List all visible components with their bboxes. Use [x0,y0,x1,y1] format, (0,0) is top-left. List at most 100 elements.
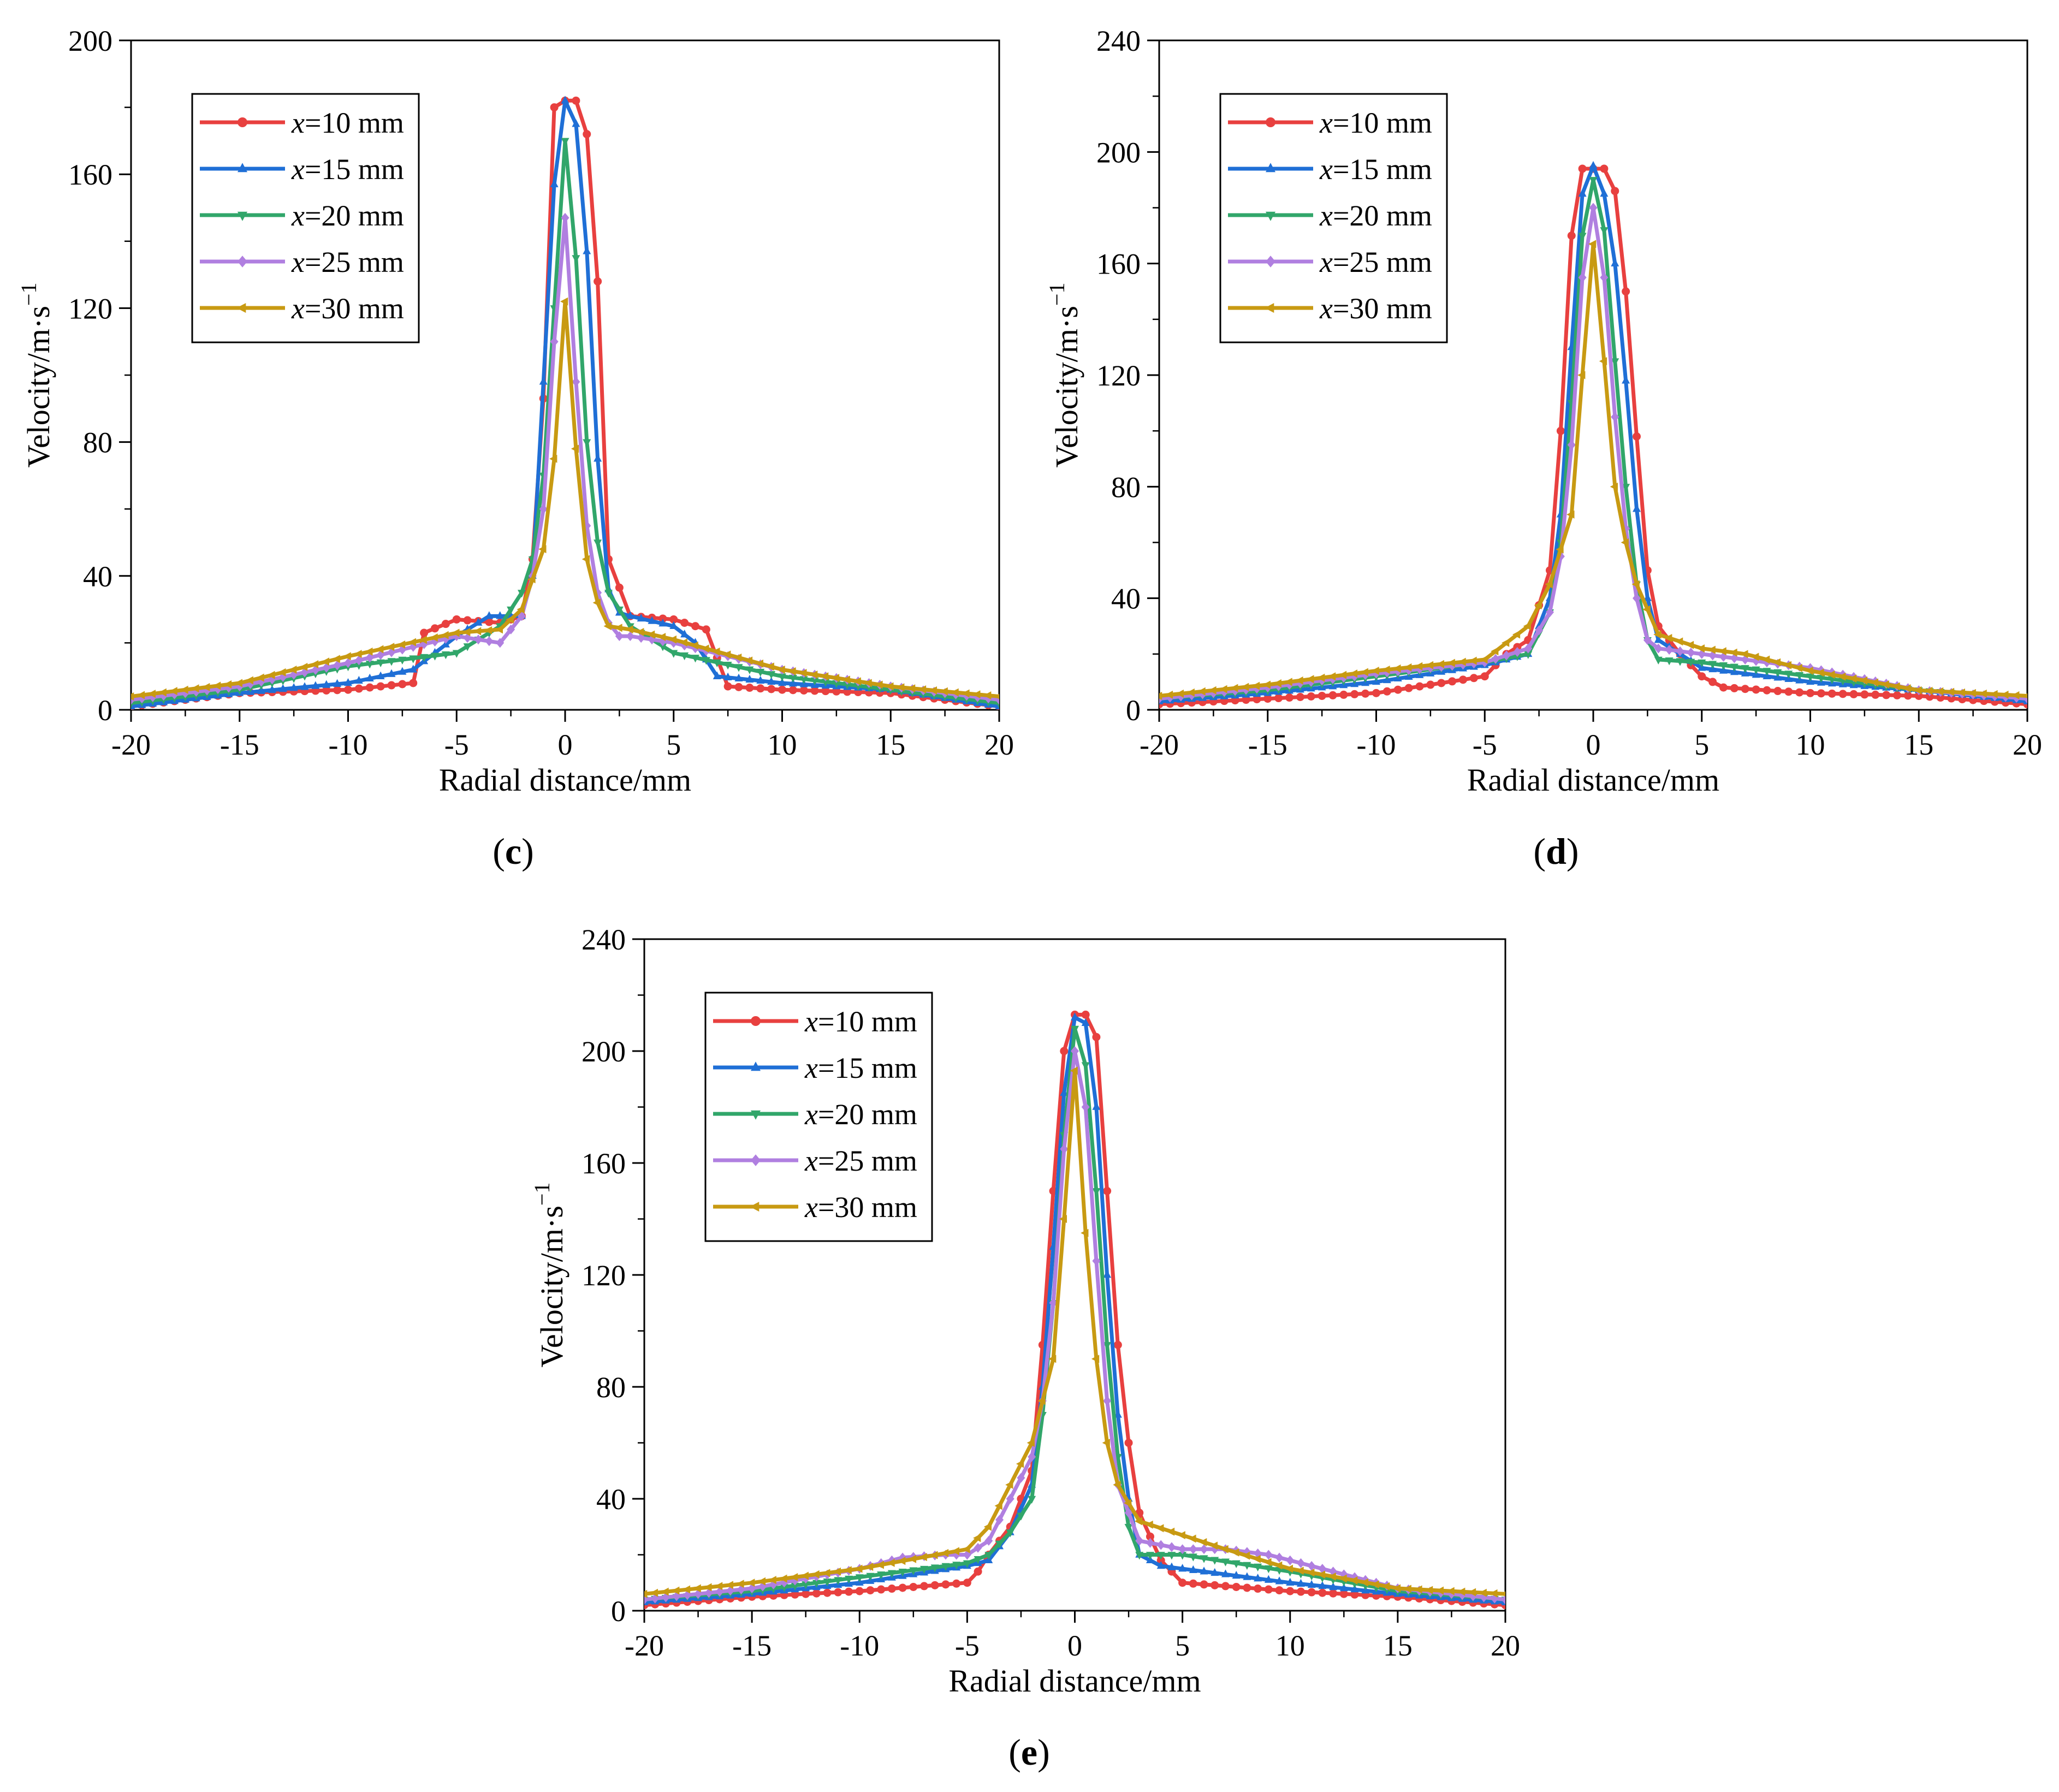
legend-label: x=20 mm [291,199,404,232]
data-point [1903,691,1912,700]
data-point [734,653,742,662]
x-tick-label: -15 [732,1629,772,1662]
data-point [788,686,797,695]
data-point [387,658,396,666]
data-point [1936,693,1945,702]
data-point [1729,648,1737,657]
data-point [909,1582,918,1591]
data-point [799,676,808,684]
x-tick-label: 5 [1175,1629,1190,1662]
data-point [690,641,698,650]
data-point [1502,650,1511,661]
data-point [1795,688,1804,697]
data-point [322,680,331,688]
data-point [780,1584,788,1592]
data-point [1600,164,1609,173]
y-tick-label: 160 [1096,248,1141,281]
data-point [691,655,699,663]
data-point [866,1573,875,1581]
data-point [1059,1215,1067,1223]
legend-label: x=15 mm [1319,153,1432,186]
data-point [615,631,624,642]
data-point [1990,690,1998,698]
data-point [419,636,427,644]
data-point [571,444,579,453]
data-point [485,611,494,619]
data-point [1698,659,1706,668]
data-point [680,619,689,627]
data-point [1317,673,1325,682]
data-point [1124,1524,1133,1532]
data-point [963,1560,971,1568]
x-tick-label: 0 [1586,728,1601,761]
data-point [1211,1568,1219,1576]
data-point [1296,1579,1305,1587]
data-point [1500,1591,1505,1597]
data-point [594,539,602,548]
x-axis-label: Radial distance/mm [948,1663,1201,1699]
data-point [952,1579,961,1588]
data-point [1946,687,1955,696]
plot-area [644,1010,1505,1610]
data-point [865,1563,874,1571]
data-point [1254,1574,1262,1582]
data-point [1209,1541,1218,1550]
data-point [1957,688,1965,697]
data-point [669,621,678,629]
data-point [680,630,689,638]
data-point [1556,426,1565,435]
data-point [485,618,494,626]
data-point [1589,161,1598,169]
data-point [1611,358,1619,366]
data-point [1049,1298,1058,1308]
data-point [376,682,385,691]
data-point [1274,694,1283,703]
data-point [1253,1554,1261,1563]
y-axis-label: Velocity/m·s−1 [1045,283,1084,468]
data-point [799,669,807,678]
legend-label: x=20 mm [804,1098,917,1131]
y-tick-label: 160 [581,1147,626,1180]
data-point [321,657,329,666]
data-point [1156,1524,1164,1533]
data-point [1328,672,1336,681]
data-point [650,1588,658,1597]
data-point [1633,593,1641,603]
data-point [682,1585,691,1594]
data-point [1589,177,1598,185]
data-point [1103,1396,1112,1406]
data-point [1860,690,1869,699]
data-point [1611,187,1619,195]
data-point [1156,1556,1165,1565]
data-point [1469,656,1477,665]
data-point [898,1557,906,1565]
data-point [1382,665,1390,674]
data-point [1979,689,1987,698]
data-point [1762,655,1770,664]
data-point [1156,1552,1165,1560]
data-point [1447,658,1455,667]
y-tick-label: 120 [1096,359,1141,392]
data-point [238,163,247,173]
data-point [1263,1558,1272,1566]
data-point [1524,643,1533,654]
data-point [734,664,743,672]
data-point [1371,1580,1379,1589]
data-point [594,277,602,286]
data-point [658,614,667,623]
data-point [561,212,569,223]
data-point [1146,1538,1154,1548]
y-tick-label: 40 [1111,583,1141,615]
data-point [1740,650,1748,658]
data-point [1817,689,1825,698]
data-point [855,1587,864,1595]
data-point [236,303,246,313]
data-point [745,684,754,692]
data-point [1567,440,1576,450]
data-point [1081,1010,1090,1019]
data-point [1708,678,1717,686]
data-point [592,598,601,607]
data-point [1081,1062,1090,1070]
data-point [1266,256,1275,268]
